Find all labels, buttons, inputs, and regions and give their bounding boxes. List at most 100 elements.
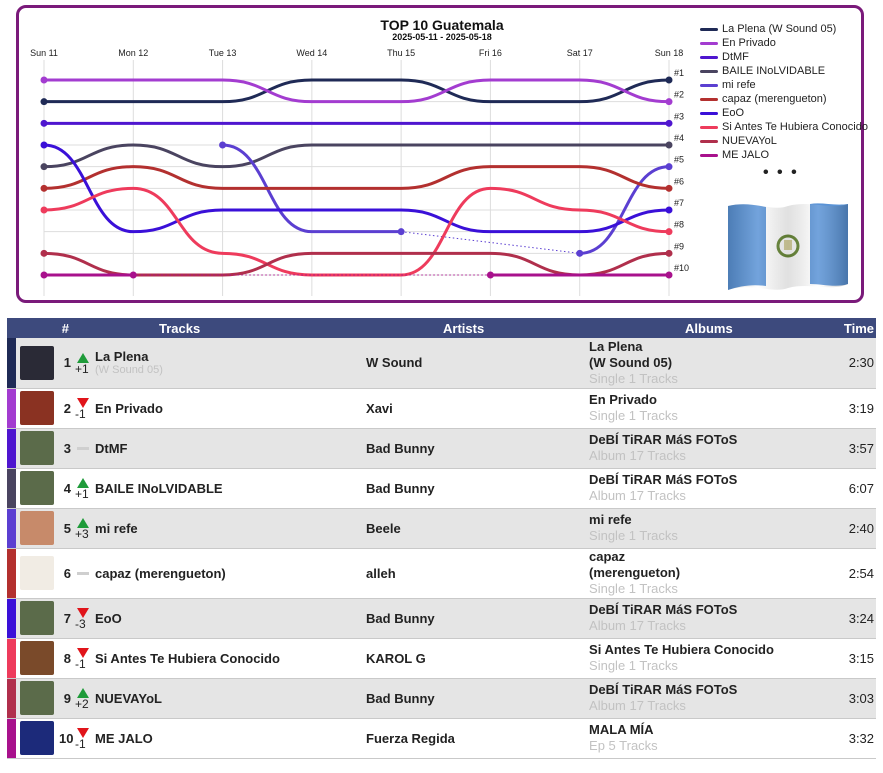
artist-cell[interactable]: Bad Bunny bbox=[347, 598, 589, 638]
album-art-thumbnail[interactable] bbox=[20, 431, 54, 465]
track-title[interactable]: capaz (merengueton) bbox=[95, 565, 226, 581]
track-cell[interactable]: capaz (merengueton) bbox=[93, 548, 347, 598]
album-title[interactable]: Si Antes Te Hubiera Conocido bbox=[589, 642, 774, 657]
album-cell[interactable]: DeBÍ TiRAR MáS FOToS Album 17 Tracks bbox=[589, 468, 804, 508]
series-point[interactable] bbox=[40, 141, 48, 149]
legend-item[interactable]: Si Antes Te Hubiera Conocido bbox=[700, 120, 870, 134]
series-6[interactable] bbox=[40, 141, 673, 234]
legend-item[interactable]: La Plena (W Sound 05) bbox=[700, 22, 870, 36]
series-point[interactable] bbox=[665, 76, 673, 84]
series-2[interactable] bbox=[40, 119, 673, 127]
series-point[interactable] bbox=[397, 228, 405, 236]
track-title[interactable]: Si Antes Te Hubiera Conocido bbox=[95, 650, 280, 666]
artist-name[interactable]: Fuerza Regida bbox=[366, 730, 455, 746]
artist-cell[interactable]: Beele bbox=[347, 508, 589, 548]
series-point[interactable] bbox=[665, 271, 673, 279]
album-art-thumbnail[interactable] bbox=[20, 511, 54, 545]
series-point[interactable] bbox=[40, 98, 48, 106]
album-cell[interactable]: DeBÍ TiRAR MáS FOToS Album 17 Tracks bbox=[589, 678, 804, 718]
series-point[interactable] bbox=[665, 184, 673, 192]
series-point[interactable] bbox=[40, 184, 48, 192]
table-row[interactable]: 4 +1 BAILE INoLVIDABLE Bad Bunny DeBÍ Ti… bbox=[7, 468, 877, 508]
artist-cell[interactable]: Bad Bunny bbox=[347, 678, 589, 718]
header-albums[interactable]: Albums bbox=[685, 320, 733, 336]
table-row[interactable]: 6 capaz (merengueton) alleh capaz (meren… bbox=[7, 548, 877, 598]
album-art-thumbnail[interactable] bbox=[20, 641, 54, 675]
album-art-thumbnail[interactable] bbox=[20, 391, 54, 425]
artist-name[interactable]: alleh bbox=[366, 565, 396, 581]
series-7[interactable] bbox=[40, 186, 673, 277]
album-art-thumbnail[interactable] bbox=[20, 721, 54, 755]
album-cell[interactable]: MALA MÍA Ep 5 Tracks bbox=[589, 718, 804, 758]
legend-item[interactable]: mi refe bbox=[700, 78, 870, 92]
track-cell[interactable]: ME JALO bbox=[93, 718, 347, 758]
legend-item[interactable]: BAILE INoLVIDABLE bbox=[700, 64, 870, 78]
legend-item[interactable]: NUEVAYoL bbox=[700, 134, 870, 148]
album-cell[interactable]: DeBÍ TiRAR MáS FOToS Album 17 Tracks bbox=[589, 598, 804, 638]
table-row[interactable]: 1 +1 La Plena (W Sound 05) W Sound La Ple… bbox=[7, 338, 877, 388]
artist-name[interactable]: Bad Bunny bbox=[366, 440, 435, 456]
track-cell[interactable]: NUEVAYoL bbox=[93, 678, 347, 718]
legend-item[interactable]: EoO bbox=[700, 106, 870, 120]
track-cell[interactable]: DtMF bbox=[93, 428, 347, 468]
album-title[interactable]: capaz (merengueton) bbox=[589, 549, 681, 580]
album-cell[interactable]: mi refe Single 1 Tracks bbox=[589, 508, 804, 548]
album-title[interactable]: En Privado bbox=[589, 392, 657, 407]
legend-more-indicator[interactable]: • • • bbox=[763, 164, 799, 181]
series-5[interactable] bbox=[40, 165, 673, 192]
series-1[interactable] bbox=[40, 76, 673, 106]
header-artists[interactable]: Artists bbox=[443, 320, 485, 336]
track-cell[interactable]: BAILE INoLVIDABLE bbox=[93, 468, 347, 508]
track-title[interactable]: ME JALO bbox=[95, 730, 153, 746]
artist-name[interactable]: Bad Bunny bbox=[366, 690, 435, 706]
series-4[interactable] bbox=[219, 141, 673, 257]
track-title[interactable]: NUEVAYoL bbox=[95, 690, 162, 706]
album-title[interactable]: DeBÍ TiRAR MáS FOToS bbox=[589, 472, 738, 487]
artist-cell[interactable]: Bad Bunny bbox=[347, 428, 589, 468]
table-row[interactable]: 5 +3 mi refe Beele mi refe Single 1 Track… bbox=[7, 508, 877, 548]
legend-item[interactable]: ME JALO bbox=[700, 148, 870, 162]
series-point[interactable] bbox=[665, 98, 673, 106]
series-point[interactable] bbox=[40, 206, 48, 214]
series-point[interactable] bbox=[665, 141, 673, 149]
artist-cell[interactable]: Xavi bbox=[347, 388, 589, 428]
artist-name[interactable]: Beele bbox=[366, 520, 401, 536]
album-cell[interactable]: En Privado Single 1 Tracks bbox=[589, 388, 804, 428]
series-3[interactable] bbox=[40, 141, 673, 171]
header-rank[interactable]: # bbox=[61, 320, 70, 336]
track-cell[interactable]: En Privado bbox=[93, 388, 347, 428]
album-art-thumbnail[interactable] bbox=[20, 345, 54, 380]
album-title[interactable]: DeBÍ TiRAR MáS FOToS bbox=[589, 682, 738, 697]
table-row[interactable]: 2 -1 En Privado Xavi En Privado Single 1 … bbox=[7, 388, 877, 428]
table-row[interactable]: 3 DtMF Bad Bunny DeBÍ TiRAR MáS FOToS Alb… bbox=[7, 428, 877, 468]
series-point[interactable] bbox=[129, 271, 137, 279]
table-row[interactable]: 9 +2 NUEVAYoL Bad Bunny DeBÍ TiRAR MáS F… bbox=[7, 678, 877, 718]
track-cell[interactable]: mi refe bbox=[93, 508, 347, 548]
series-9[interactable] bbox=[40, 271, 673, 279]
series-point[interactable] bbox=[665, 163, 673, 171]
album-art-thumbnail[interactable] bbox=[20, 556, 54, 590]
table-row[interactable]: 7 -3 EoO Bad Bunny DeBÍ TiRAR MáS FOToS A… bbox=[7, 598, 877, 638]
artist-cell[interactable]: Fuerza Regida bbox=[347, 718, 589, 758]
table-row[interactable]: 10 -1 ME JALO Fuerza Regida MALA MÍA Ep 5… bbox=[7, 718, 877, 758]
album-cell[interactable]: DeBÍ TiRAR MáS FOToS Album 17 Tracks bbox=[589, 428, 804, 468]
legend-item[interactable]: DtMF bbox=[700, 50, 870, 64]
album-cell[interactable]: Si Antes Te Hubiera Conocido Single 1 Tra… bbox=[589, 638, 804, 678]
header-tracks[interactable]: Tracks bbox=[159, 320, 201, 336]
header-time[interactable]: Time bbox=[843, 320, 875, 336]
album-art-thumbnail[interactable] bbox=[20, 601, 54, 635]
series-point[interactable] bbox=[40, 119, 48, 127]
track-title[interactable]: DtMF bbox=[95, 440, 128, 456]
series-point[interactable] bbox=[40, 163, 48, 171]
artist-name[interactable]: Bad Bunny bbox=[366, 480, 435, 496]
series-0[interactable] bbox=[40, 76, 673, 106]
series-point[interactable] bbox=[665, 228, 673, 236]
series-point[interactable] bbox=[665, 119, 673, 127]
album-title[interactable]: DeBÍ TiRAR MáS FOToS bbox=[589, 432, 738, 447]
artist-name[interactable]: KAROL G bbox=[366, 650, 426, 666]
track-title[interactable]: EoO bbox=[95, 610, 122, 626]
table-row[interactable]: 8 -1 Si Antes Te Hubiera Conocido KAROL … bbox=[7, 638, 877, 678]
artist-cell[interactable]: W Sound bbox=[347, 338, 589, 388]
series-point[interactable] bbox=[486, 271, 494, 279]
series-point[interactable] bbox=[576, 249, 584, 257]
